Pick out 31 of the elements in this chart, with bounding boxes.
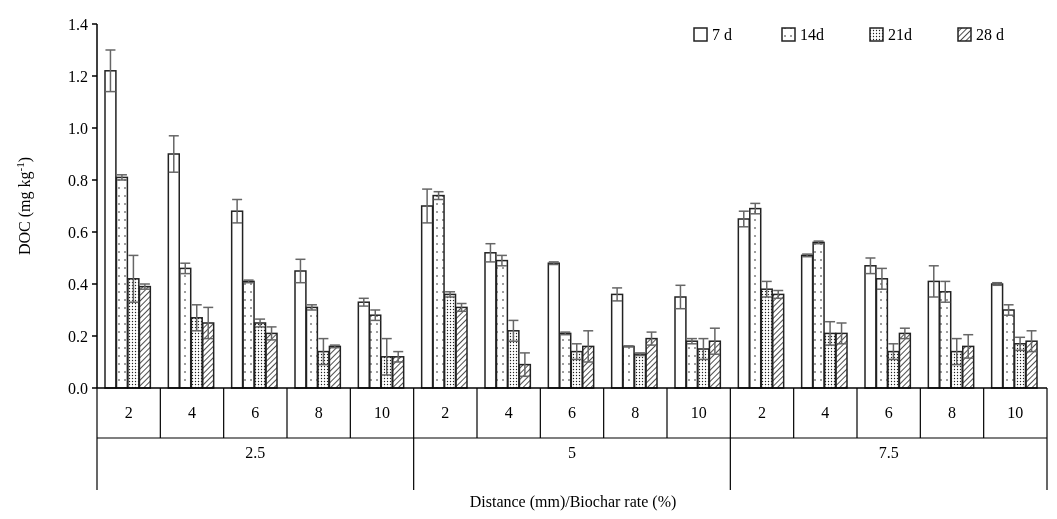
y-tick-label: 0.4 [68, 275, 88, 293]
x-tick-label: 4 [188, 404, 196, 421]
y-tick-label: 0.2 [68, 327, 88, 345]
y-tick-label: 1.4 [68, 15, 88, 33]
text: 7.5 [878, 444, 899, 461]
legend-label: 14d [800, 26, 824, 43]
text: 2.5 [245, 444, 266, 461]
y-tick-label: 1.2 [68, 67, 88, 85]
x-tick-label: 6 [568, 404, 576, 421]
legend-label: 21d [888, 26, 912, 43]
x-tick-label: 2 [124, 404, 133, 421]
x-tick-label: 6 [251, 404, 260, 421]
x-tick-label: 8 [314, 404, 323, 421]
x-tick-label: 10 [690, 404, 707, 421]
x-tick-label: 4 [504, 404, 513, 421]
y-tick-label: 0.8 [68, 171, 88, 189]
x-tick-label: 2 [758, 404, 766, 421]
y-tick-label: 0.6 [68, 223, 88, 241]
x-tick-label: 6 [884, 404, 893, 421]
x-tick-label: 4 [821, 404, 830, 421]
legend-label: 7 d [712, 26, 732, 43]
x-tick-label: 10 [1007, 404, 1024, 421]
legend-label: 28 d [976, 26, 1004, 43]
y-tick-label: 0.0 [68, 379, 88, 397]
y-tick-label: 1.0 [68, 119, 88, 137]
x-tick-label: 10 [374, 404, 390, 421]
x-tick-label: 2 [441, 404, 450, 421]
x-axis-title: Distance (mm)/Biochar rate (%) [469, 493, 677, 511]
x-tick-label: 8 [948, 404, 956, 421]
text: 5 [568, 444, 576, 461]
x-tick-label: 8 [631, 404, 640, 421]
